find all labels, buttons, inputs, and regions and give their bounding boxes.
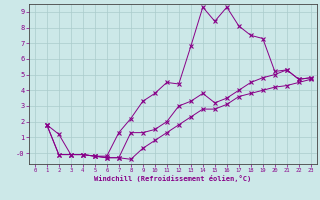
- X-axis label: Windchill (Refroidissement éolien,°C): Windchill (Refroidissement éolien,°C): [94, 175, 252, 182]
